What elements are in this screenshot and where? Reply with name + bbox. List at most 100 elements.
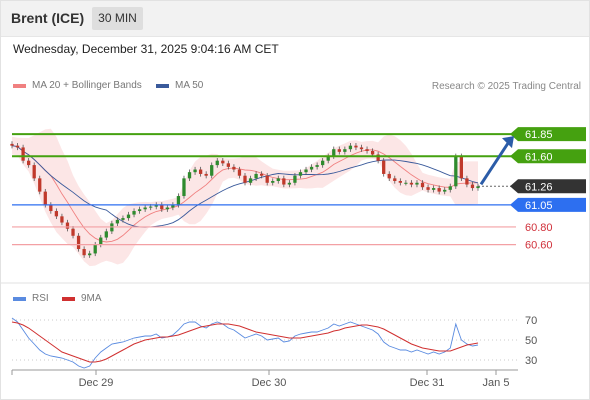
candle-body bbox=[176, 196, 181, 205]
legend-rsi-label: RSI bbox=[32, 293, 49, 304]
candle-body bbox=[376, 154, 380, 161]
x-tick-label: Dec 30 bbox=[252, 377, 287, 389]
candle bbox=[243, 173, 247, 186]
candle bbox=[143, 204, 147, 212]
rsi-line bbox=[11, 317, 479, 369]
candle-body bbox=[459, 156, 464, 179]
candle-body bbox=[171, 204, 175, 208]
candle bbox=[237, 166, 242, 179]
pivot-label: 61.05 bbox=[525, 200, 553, 212]
candle-body bbox=[137, 209, 142, 212]
x-tick-label: Dec 29 bbox=[79, 377, 114, 389]
candle bbox=[326, 153, 330, 164]
resistance-label-box bbox=[510, 127, 586, 142]
candle bbox=[304, 166, 308, 175]
ma20-line bbox=[11, 145, 479, 243]
candle-body bbox=[232, 166, 236, 170]
candle bbox=[121, 215, 125, 223]
candle-body bbox=[26, 160, 31, 166]
candle-body bbox=[393, 178, 397, 182]
candle-body bbox=[332, 149, 336, 157]
candle bbox=[232, 164, 236, 173]
candle bbox=[382, 158, 386, 177]
candle-body bbox=[415, 182, 419, 185]
bollinger-bands bbox=[11, 128, 479, 267]
candle-body bbox=[10, 143, 14, 146]
candle bbox=[171, 202, 175, 211]
candle-body bbox=[154, 204, 158, 207]
research-credit: Research © 2025 Trading Central bbox=[431, 81, 581, 92]
candle-body bbox=[71, 228, 75, 236]
candle-body bbox=[237, 169, 242, 176]
candle-body bbox=[359, 147, 364, 150]
candle-body bbox=[187, 172, 192, 179]
candle-body bbox=[221, 160, 225, 164]
candle bbox=[476, 183, 480, 191]
rsi-tick-label: 70 bbox=[525, 315, 537, 327]
candle bbox=[165, 204, 169, 212]
rsi-tick-label: 50 bbox=[525, 335, 537, 347]
candle bbox=[337, 146, 341, 155]
legend-bollinger: MA 20 + Bollinger Bands bbox=[13, 80, 142, 91]
candle bbox=[248, 175, 253, 186]
candle bbox=[76, 233, 81, 252]
trend-arrow-head bbox=[502, 136, 514, 149]
candle-body bbox=[287, 182, 292, 185]
candle-body bbox=[82, 249, 86, 256]
candle bbox=[71, 226, 75, 239]
time-axis: Dec 29 Dec 30 Dec 31 Jan 5 bbox=[11, 369, 518, 389]
candle bbox=[298, 169, 303, 179]
candle bbox=[160, 202, 164, 212]
candle-body bbox=[271, 181, 275, 183]
candle-body bbox=[215, 160, 219, 166]
candle bbox=[409, 180, 414, 188]
candle bbox=[293, 173, 297, 186]
candle bbox=[193, 166, 197, 175]
candle-body bbox=[337, 149, 341, 152]
candle-body bbox=[38, 178, 42, 192]
candle-body bbox=[276, 178, 280, 182]
candle-body bbox=[132, 211, 136, 215]
candle-body bbox=[387, 173, 391, 179]
candle-body bbox=[49, 204, 53, 212]
candle bbox=[426, 184, 430, 193]
candle-body bbox=[43, 191, 47, 205]
timeframe-badge[interactable]: 30 MIN bbox=[92, 7, 143, 30]
candle bbox=[204, 171, 208, 179]
legend-rsi-swatch bbox=[13, 296, 26, 301]
candle-body bbox=[304, 169, 308, 173]
candle-body bbox=[420, 182, 425, 188]
candle bbox=[187, 169, 192, 182]
candle bbox=[343, 146, 347, 155]
chart-datetime: Wednesday, December 31, 2025 9:04:16 AM … bbox=[13, 42, 279, 56]
candle bbox=[348, 143, 353, 152]
candle bbox=[104, 228, 108, 241]
candle bbox=[10, 141, 14, 149]
candle-body bbox=[315, 165, 319, 167]
candle bbox=[271, 178, 275, 186]
candle bbox=[287, 180, 292, 188]
candle bbox=[437, 185, 441, 195]
candle-body bbox=[426, 187, 430, 190]
candle-body bbox=[210, 165, 214, 176]
bollinger-band-area bbox=[12, 128, 478, 267]
candle-body bbox=[248, 178, 253, 183]
candle-body bbox=[404, 182, 408, 184]
candle bbox=[443, 187, 447, 195]
candle-body bbox=[454, 156, 458, 187]
candle bbox=[126, 211, 131, 221]
candle-body bbox=[149, 206, 153, 208]
candle-body bbox=[354, 145, 358, 148]
candle bbox=[431, 185, 436, 193]
candle-body bbox=[60, 216, 64, 223]
candle bbox=[265, 173, 269, 186]
candle bbox=[470, 181, 475, 191]
candle-body bbox=[409, 182, 414, 185]
support-label: 60.80 bbox=[525, 222, 553, 234]
candle-body bbox=[343, 149, 347, 152]
candle bbox=[321, 158, 325, 168]
candle-body bbox=[370, 150, 375, 155]
candle bbox=[354, 143, 358, 151]
candle-body bbox=[99, 237, 103, 245]
